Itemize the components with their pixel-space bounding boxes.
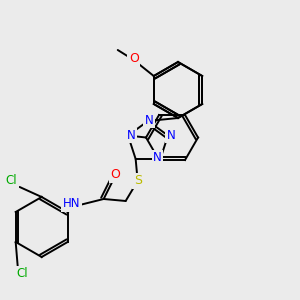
Text: S: S: [134, 175, 142, 188]
Text: N: N: [127, 129, 135, 142]
Text: N: N: [145, 113, 153, 127]
Text: Cl: Cl: [17, 268, 28, 281]
Text: O: O: [129, 52, 139, 65]
Text: HN: HN: [63, 197, 80, 211]
Text: N: N: [167, 129, 175, 142]
Text: O: O: [111, 169, 121, 182]
Text: Cl: Cl: [6, 175, 17, 188]
Text: N: N: [153, 152, 162, 164]
